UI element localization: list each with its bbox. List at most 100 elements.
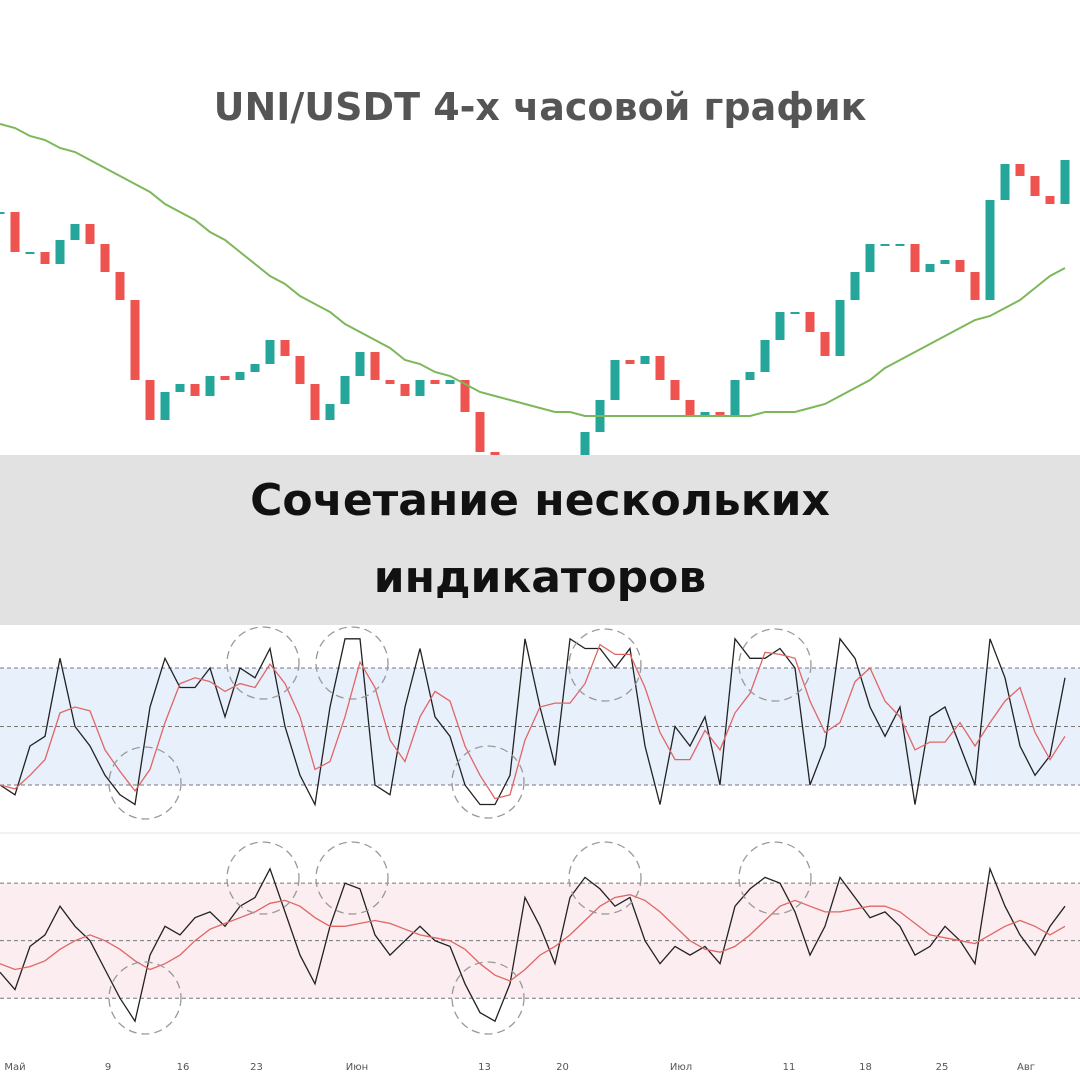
highlight-circle [568, 841, 642, 915]
candle [790, 312, 800, 314]
candle [1030, 176, 1040, 196]
candle [610, 360, 620, 400]
x-tick-label: 11 [783, 1062, 796, 1073]
candle [805, 312, 815, 332]
x-tick-label: 9 [105, 1062, 111, 1073]
candle [10, 212, 20, 252]
candle [880, 244, 890, 246]
x-tick-label: Июн [346, 1062, 368, 1073]
candle [205, 376, 215, 396]
candle [730, 380, 740, 416]
candle [715, 412, 725, 416]
candle [40, 252, 50, 264]
candle [670, 380, 680, 400]
candle [310, 384, 320, 420]
candle [1045, 196, 1055, 204]
banner-line: индикаторов [374, 552, 706, 603]
banner-line: Сочетание нескольких [250, 475, 830, 526]
highlight-circle [108, 961, 182, 1035]
highlight-circle [315, 626, 389, 700]
candle [1015, 164, 1025, 176]
candle [235, 372, 245, 380]
candle [850, 272, 860, 300]
candle [685, 400, 695, 416]
candle [445, 380, 455, 384]
candle [835, 300, 845, 356]
plots [0, 123, 1080, 1023]
highlight-circle [315, 841, 389, 915]
highlight-circles [108, 626, 812, 1035]
candle [280, 340, 290, 356]
candle [370, 352, 380, 380]
candle [415, 380, 425, 396]
candle [295, 356, 305, 384]
candle [760, 340, 770, 372]
highlight-circle [451, 745, 525, 819]
moving-average-line [0, 123, 1066, 417]
candle [925, 264, 935, 272]
candle [640, 356, 650, 364]
highlight-circle [226, 841, 300, 915]
candle [25, 252, 35, 254]
indicator-line [0, 866, 1066, 1023]
x-tick-label: Май [4, 1062, 25, 1073]
candle [985, 200, 995, 300]
candle [895, 244, 905, 246]
highlight-circle [108, 746, 182, 820]
banner-background [0, 455, 1080, 625]
candle [0, 212, 5, 214]
candle [250, 364, 260, 372]
x-tick-label: 23 [250, 1062, 263, 1073]
x-tick-label: 13 [478, 1062, 491, 1073]
candle [625, 360, 635, 364]
x-tick-label: 25 [936, 1062, 949, 1073]
highlight-circle [738, 628, 812, 702]
candle [1000, 164, 1010, 200]
candle [100, 244, 110, 272]
candle [130, 300, 140, 380]
candle [400, 384, 410, 396]
candle [340, 376, 350, 404]
candle [655, 356, 665, 380]
candle [115, 272, 125, 300]
candle [55, 240, 65, 264]
candle [190, 384, 200, 396]
candle [175, 384, 185, 392]
candle [700, 412, 710, 416]
x-tick-label: 16 [177, 1062, 190, 1073]
highlight-circle [226, 626, 300, 700]
indicator-line [0, 643, 1066, 800]
candle [1060, 160, 1070, 204]
x-tick-label: Июл [670, 1062, 692, 1073]
candle [745, 372, 755, 380]
x-tick-label: 20 [556, 1062, 569, 1073]
candle [145, 380, 155, 420]
candle [955, 260, 965, 272]
indicator-line [0, 894, 1066, 982]
candle [460, 380, 470, 412]
highlight-circle [451, 961, 525, 1035]
candle [475, 412, 485, 452]
candle [910, 244, 920, 272]
chart-title: UNI/USDT 4-х часовой график [214, 85, 867, 129]
candle [265, 340, 275, 364]
candle [820, 332, 830, 356]
candle [85, 224, 95, 244]
candle [325, 404, 335, 420]
candle [385, 380, 395, 384]
highlight-circle [738, 841, 812, 915]
candle [580, 432, 590, 472]
candle [220, 376, 230, 380]
candle [160, 392, 170, 420]
candle [430, 380, 440, 384]
x-tick-label: Авг [1017, 1062, 1035, 1073]
candle [865, 244, 875, 272]
indicator-line [0, 637, 1066, 807]
candle [355, 352, 365, 376]
highlight-circle [568, 628, 642, 702]
candle [70, 224, 80, 240]
x-tick-label: 18 [859, 1062, 872, 1073]
candle [940, 260, 950, 264]
candle [970, 272, 980, 300]
